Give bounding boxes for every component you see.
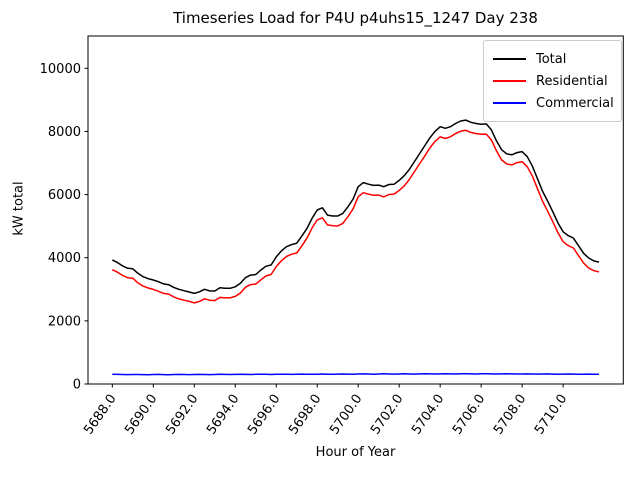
legend-label-commercial: Commercial xyxy=(536,95,614,111)
y-axis-label: kW total xyxy=(11,181,27,236)
legend-entry-total: Total xyxy=(493,48,613,70)
x-tick-label: 5710.0 xyxy=(532,392,570,438)
x-tick-label: 5694.0 xyxy=(204,392,242,438)
x-tick-label: 5688.0 xyxy=(81,392,119,438)
chart-title: Timeseries Load for P4U p4uhs15_1247 Day… xyxy=(173,9,538,27)
residential-line xyxy=(111,129,600,304)
residential-line-swatch xyxy=(493,80,526,82)
x-tick-label: 5708.0 xyxy=(491,392,529,438)
legend-entry-commercial: Commercial xyxy=(493,92,614,114)
x-tick-label: 5698.0 xyxy=(286,392,324,438)
axes-frame xyxy=(87,35,624,385)
x-tick-label: 5692.0 xyxy=(163,392,201,438)
y-tick-label: 2000 xyxy=(48,314,81,329)
legend-entry-residential: Residential xyxy=(493,70,613,92)
commercial-line xyxy=(112,372,600,376)
total-line-swatch xyxy=(493,58,526,60)
x-axis-label: Hour of Year xyxy=(315,445,396,460)
x-tick-label: 5690.0 xyxy=(122,392,160,438)
commercial-line-swatch xyxy=(493,102,526,104)
y-tick-label: 6000 xyxy=(48,188,81,203)
x-tick-label: 5702.0 xyxy=(368,392,406,438)
y-tick-label: 0 xyxy=(73,378,81,393)
x-tick-label: 5704.0 xyxy=(409,392,447,438)
x-tick-label: 5700.0 xyxy=(327,392,365,438)
total-line xyxy=(111,119,600,295)
y-tick-label: 8000 xyxy=(48,125,81,140)
x-tick-label: 5706.0 xyxy=(450,392,488,438)
legend-label-residential: Residential xyxy=(536,73,608,89)
legend-label-total: Total xyxy=(536,51,567,67)
y-tick-label: 10000 xyxy=(40,62,81,77)
legend: Total Residential Commercial xyxy=(483,40,622,122)
y-tick-label: 4000 xyxy=(48,251,81,266)
x-tick-label: 5696.0 xyxy=(245,392,283,438)
